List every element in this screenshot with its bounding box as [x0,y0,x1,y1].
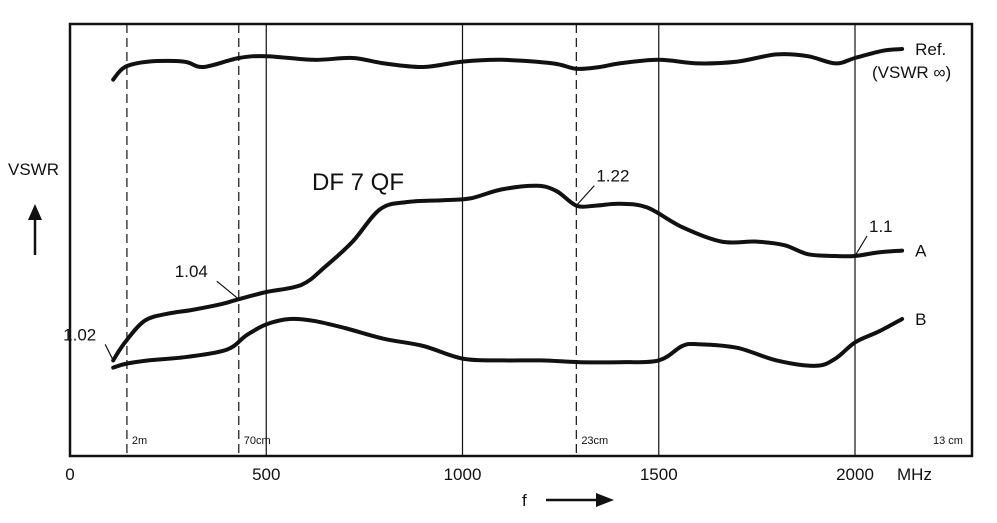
x-axis-label: f [522,491,527,510]
band-markers: 2m 70cm 23cm [126,24,608,456]
x-tick-labels: 0 500 1000 1500 2000 [65,465,874,484]
series-line-b [111,316,905,370]
annotation-leader-1-1 [854,235,868,257]
corner-band-label: 13 cm [933,435,963,447]
annotation-1-04: 1.04 [175,262,208,281]
annotation-leader-1-22 [575,185,595,207]
band-label-2m: 2m [132,435,147,447]
annotation-1-02: 1.02 [63,325,96,344]
x-tick-label-1000: 1000 [444,465,482,484]
annotations: 1.02 1.04 1.22 1.1 [63,167,893,361]
series-line-a [111,183,905,363]
x-axis-arrow [546,493,614,507]
band-label-70cm: 70cm [244,435,271,447]
annotation-leader-1-04 [216,280,240,300]
x-tick-label-0: 0 [65,465,74,484]
series-label-b: B [915,310,926,329]
ref-series-label-line2: (VSWR ∞) [872,63,951,82]
x-unit-label: MHz [897,465,932,484]
series-label-a: A [915,242,927,261]
y-axis-arrow [28,204,42,255]
annotation-1-1: 1.1 [869,217,893,236]
series-group: Ref. A B [111,40,946,370]
x-tick-label-1500: 1500 [640,465,678,484]
grid [265,24,856,456]
band-label-23cm: 23cm [581,435,608,447]
chart-title: DF 7 QF [312,169,404,196]
series-label-ref: Ref. [915,40,946,59]
x-tick-label-2000: 2000 [836,465,874,484]
y-axis-label: VSWR [8,160,59,179]
annotation-1-22: 1.22 [596,167,629,186]
series-line-ref [111,47,905,82]
x-tick-label-500: 500 [252,465,280,484]
plot-frame [68,22,974,458]
annotation-leader-1-02 [104,344,114,361]
